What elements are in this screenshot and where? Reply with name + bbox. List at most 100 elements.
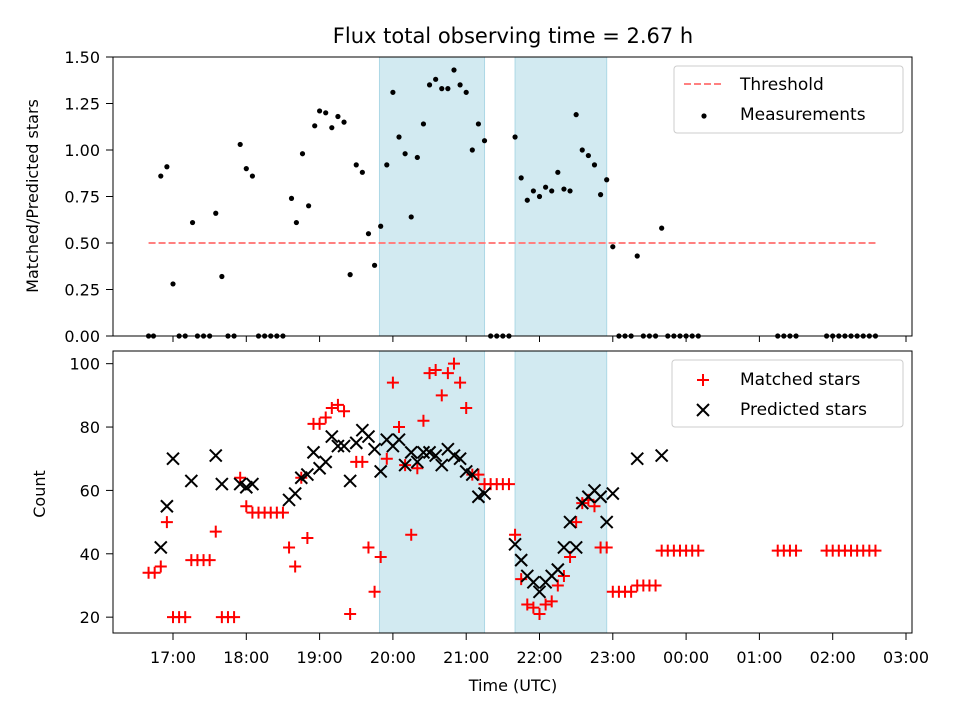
measurements-legend-label: Measurements (740, 105, 866, 125)
x-tick-label: 01:00 (736, 648, 782, 667)
measurement-point (451, 67, 457, 73)
measurement-point (420, 121, 427, 127)
predicted-star-marker (325, 429, 339, 444)
measurement-point (335, 113, 341, 120)
predicted-star-marker (300, 467, 315, 482)
measurement-point (164, 164, 170, 170)
matched-star-marker (393, 421, 406, 434)
predicted-star-marker (593, 490, 608, 504)
matched-legend-label: Matched stars (740, 370, 860, 390)
measurement-point (299, 151, 306, 157)
measurement-point (396, 134, 402, 140)
matched-star-marker (289, 560, 302, 573)
measurement-point (288, 195, 295, 201)
measurement-point (402, 151, 408, 157)
predicted-star-marker (465, 467, 480, 482)
measurement-point (591, 162, 598, 168)
measurement-point (567, 188, 573, 194)
measurement-point (463, 89, 469, 95)
measurement-point (365, 231, 372, 237)
matched-star-marker (362, 541, 375, 554)
matched-star-marker (625, 585, 638, 598)
matched-star-marker (435, 389, 448, 402)
measurement-point (384, 162, 390, 168)
threshold-legend-label: Threshold (739, 75, 824, 95)
predicted-star-marker (599, 515, 614, 529)
matched-star-marker (447, 357, 460, 370)
matched-star-marker (472, 468, 485, 481)
measurement-point (512, 134, 518, 140)
matched-star-marker (148, 566, 161, 579)
predicted-star-marker (508, 537, 522, 551)
matched-star-marker (454, 376, 467, 389)
top-y-tick-label: 0.25 (64, 281, 100, 300)
matched-star-marker (570, 516, 583, 529)
matched-star-marker (356, 455, 369, 468)
measurement-point (390, 89, 396, 95)
bottom-y-tick-label: 80 (80, 418, 100, 437)
predicted-star-marker (428, 448, 443, 463)
x-tick-label: 20:00 (370, 648, 416, 667)
measurement-point (170, 281, 176, 287)
measurement-point (249, 173, 256, 179)
top-y-tick-label: 0.00 (64, 327, 100, 346)
x-tick-label: 22:00 (516, 648, 562, 667)
matched-star-marker (429, 364, 442, 377)
measurement-point (457, 82, 463, 88)
matched-star-marker (521, 598, 534, 611)
measurement-point (445, 86, 451, 92)
matched-star-marker (160, 516, 173, 529)
matched-star-marker (319, 411, 332, 424)
predicted-star-marker (319, 455, 333, 469)
measurement-point (312, 123, 318, 129)
predicted-star-marker (551, 562, 565, 577)
measurement-point (481, 138, 488, 144)
predicted-star-marker (331, 439, 345, 453)
matched-star-marker (692, 544, 705, 557)
measurement-point (561, 186, 567, 192)
measurement-point (659, 225, 665, 231)
measurement-point (359, 169, 365, 175)
matched-star-marker (203, 554, 216, 567)
measurement-point (158, 173, 164, 179)
matched-star-marker (374, 550, 387, 563)
predicted-star-marker (398, 458, 412, 472)
measurement-point (579, 147, 585, 153)
measurement-points (145, 67, 879, 339)
measurement-point (219, 273, 225, 280)
matched-star-marker (380, 452, 393, 465)
predicted-star-marker (404, 445, 418, 460)
predicted-legend-swatch (696, 403, 710, 417)
top-y-tick-label: 0.50 (64, 234, 100, 253)
top-y-tick-label: 1.50 (64, 48, 100, 67)
measurement-point (555, 169, 561, 175)
matched-star-marker (209, 525, 222, 538)
matched-star-marker (313, 417, 326, 430)
bottom-y-ticks: 20 40 60 80 100 (69, 355, 113, 627)
measurement-point (341, 119, 347, 125)
x-tick-label: 17:00 (150, 648, 196, 667)
x-tick-label: 03:00 (883, 648, 929, 667)
matched-star-marker (405, 528, 418, 541)
matched-star-marker (417, 414, 430, 427)
bottom-legend: Matched stars Predicted stars (671, 359, 904, 428)
measurement-point (408, 214, 414, 220)
matched-star-marker (154, 560, 167, 573)
predicted-star-marker (245, 477, 260, 491)
observing-window-shade (378, 350, 486, 634)
measurements-legend-swatch (701, 113, 707, 119)
bottom-y-axis-label: Count (30, 470, 49, 518)
measurement-point (329, 125, 335, 131)
bottom-y-tick-label: 100 (69, 355, 100, 374)
predicted-star-marker (337, 439, 351, 453)
matched-star-marker (276, 506, 289, 519)
measurement-point (530, 188, 536, 194)
predicted-star-marker (557, 540, 571, 555)
predicted-star-marker (514, 553, 528, 567)
predicted-star-marker (349, 436, 363, 450)
matched-star-marker (386, 376, 399, 389)
matched-star-marker (533, 607, 546, 620)
measurement-point (524, 197, 530, 203)
bottom-y-tick-label: 20 (80, 608, 100, 627)
